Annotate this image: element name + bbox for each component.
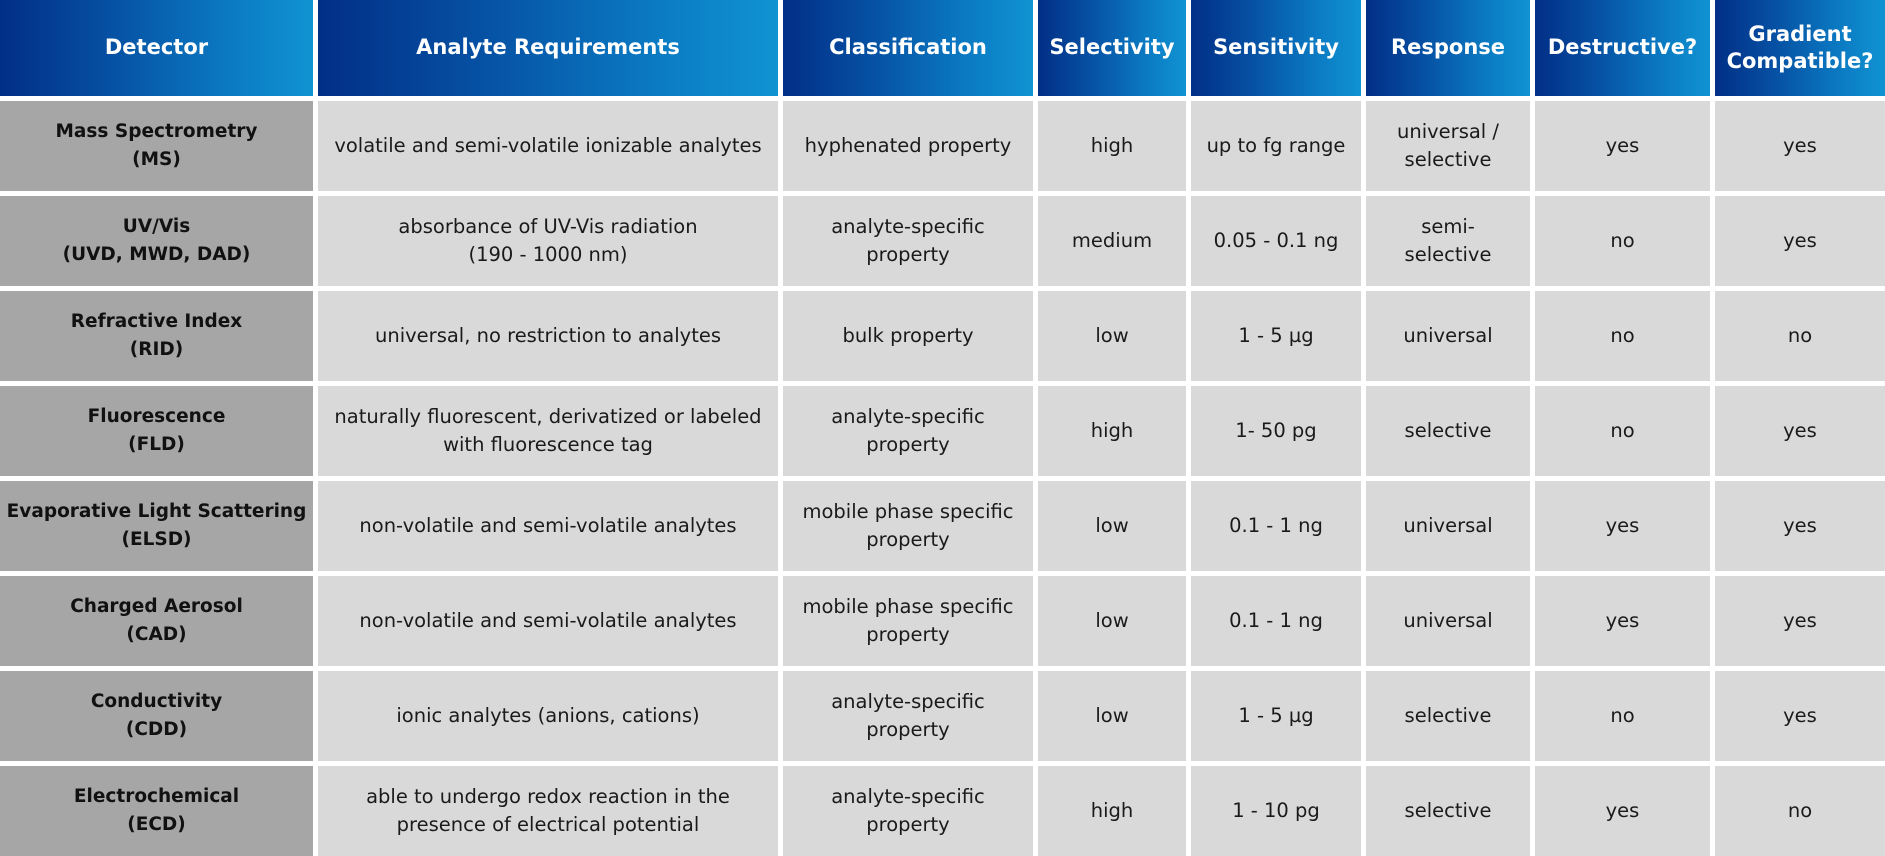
- analyte-requirements-cell: absorbance of UV-Vis radiation (190 - 10…: [318, 196, 778, 286]
- analyte-requirements-cell: universal, no restriction to analytes: [318, 291, 778, 381]
- selectivity-cell: high: [1038, 766, 1186, 856]
- selectivity-cell: low: [1038, 671, 1186, 761]
- detector-name: Conductivity: [90, 691, 223, 713]
- gradient-compatible-cell: no: [1715, 766, 1885, 856]
- selectivity-cell: high: [1038, 386, 1186, 476]
- destructive-cell: yes: [1535, 481, 1710, 571]
- detector-cell-ecd: Electrochemical (ECD): [0, 766, 313, 856]
- analyte-requirements-cell: non-volatile and semi-volatile analytes: [318, 576, 778, 666]
- detector-name: Fluorescence: [87, 406, 226, 428]
- detector-abbr: (CDD): [125, 719, 188, 740]
- gradient-compatible-cell: yes: [1715, 101, 1885, 191]
- classification-cell: bulk property: [783, 291, 1033, 381]
- selectivity-cell: high: [1038, 101, 1186, 191]
- destructive-cell: no: [1535, 196, 1710, 286]
- gradient-compatible-cell: no: [1715, 291, 1885, 381]
- classification-cell: analyte-specific property: [783, 766, 1033, 856]
- gradient-compatible-cell: yes: [1715, 386, 1885, 476]
- detector-abbr: (ECD): [127, 814, 186, 835]
- header-analyte-requirements: Analyte Requirements: [318, 0, 778, 96]
- selectivity-cell: low: [1038, 576, 1186, 666]
- response-cell: selective: [1366, 671, 1530, 761]
- destructive-cell: yes: [1535, 576, 1710, 666]
- detector-cell-elsd: Evaporative Light Scattering (ELSD): [0, 481, 313, 571]
- detector-name: Charged Aerosol: [70, 596, 243, 618]
- response-cell: universal: [1366, 481, 1530, 571]
- header-classification: Classification: [783, 0, 1033, 96]
- detector-name: Evaporative Light Scattering: [6, 501, 307, 523]
- sensitivity-cell: up to fg range: [1191, 101, 1361, 191]
- header-response: Response: [1366, 0, 1530, 96]
- sensitivity-cell: 1 - 10 pg: [1191, 766, 1361, 856]
- sensitivity-cell: 0.05 - 0.1 ng: [1191, 196, 1361, 286]
- analyte-requirements-cell: naturally fluorescent, derivatized or la…: [318, 386, 778, 476]
- header-destructive: Destructive?: [1535, 0, 1710, 96]
- detector-abbr: (MS): [132, 149, 181, 170]
- classification-cell: hyphenated property: [783, 101, 1033, 191]
- detector-abbr: (FLD): [128, 434, 185, 455]
- response-cell: universal: [1366, 576, 1530, 666]
- classification-cell: mobile phase specific property: [783, 576, 1033, 666]
- destructive-cell: yes: [1535, 101, 1710, 191]
- classification-cell: analyte-specific property: [783, 196, 1033, 286]
- sensitivity-cell: 0.1 - 1 ng: [1191, 576, 1361, 666]
- detector-name: Mass Spectrometry: [55, 121, 258, 143]
- header-detector: Detector: [0, 0, 313, 96]
- gradient-compatible-cell: yes: [1715, 671, 1885, 761]
- detector-cell-fld: Fluorescence (FLD): [0, 386, 313, 476]
- detector-abbr: (CAD): [126, 624, 187, 645]
- destructive-cell: no: [1535, 386, 1710, 476]
- classification-cell: analyte-specific property: [783, 671, 1033, 761]
- gradient-compatible-cell: yes: [1715, 576, 1885, 666]
- header-selectivity: Selectivity: [1038, 0, 1186, 96]
- detector-name: Electrochemical: [73, 786, 240, 808]
- selectivity-cell: low: [1038, 291, 1186, 381]
- analyte-requirements-cell: able to undergo redox reaction in the pr…: [318, 766, 778, 856]
- sensitivity-cell: 1- 50 pg: [1191, 386, 1361, 476]
- analyte-requirements-cell: volatile and semi-volatile ionizable ana…: [318, 101, 778, 191]
- detector-abbr: (RID): [129, 339, 184, 360]
- detector-abbr: (ELSD): [121, 529, 192, 550]
- analyte-requirements-cell: ionic analytes (anions, cations): [318, 671, 778, 761]
- detector-cell-cdd: Conductivity (CDD): [0, 671, 313, 761]
- sensitivity-cell: 1 - 5 µg: [1191, 291, 1361, 381]
- destructive-cell: no: [1535, 671, 1710, 761]
- detector-cell-rid: Refractive Index (RID): [0, 291, 313, 381]
- detector-abbr: (UVD, MWD, DAD): [62, 244, 251, 265]
- response-cell: universal: [1366, 291, 1530, 381]
- detector-name: Refractive Index: [70, 311, 243, 333]
- destructive-cell: yes: [1535, 766, 1710, 856]
- destructive-cell: no: [1535, 291, 1710, 381]
- header-gradient-compatible: Gradient Compatible?: [1715, 0, 1885, 96]
- detector-name: UV/Vis: [122, 216, 191, 238]
- response-cell: selective: [1366, 766, 1530, 856]
- response-cell: semi- selective: [1366, 196, 1530, 286]
- response-cell: universal / selective: [1366, 101, 1530, 191]
- sensitivity-cell: 0.1 - 1 ng: [1191, 481, 1361, 571]
- sensitivity-cell: 1 - 5 µg: [1191, 671, 1361, 761]
- detector-cell-uvvis: UV/Vis (UVD, MWD, DAD): [0, 196, 313, 286]
- header-sensitivity: Sensitivity: [1191, 0, 1361, 96]
- selectivity-cell: medium: [1038, 196, 1186, 286]
- selectivity-cell: low: [1038, 481, 1186, 571]
- response-cell: selective: [1366, 386, 1530, 476]
- detector-cell-cad: Charged Aerosol (CAD): [0, 576, 313, 666]
- classification-cell: mobile phase specific property: [783, 481, 1033, 571]
- gradient-compatible-cell: yes: [1715, 196, 1885, 286]
- detector-cell-ms: Mass Spectrometry (MS): [0, 101, 313, 191]
- gradient-compatible-cell: yes: [1715, 481, 1885, 571]
- classification-cell: analyte-specific property: [783, 386, 1033, 476]
- analyte-requirements-cell: non-volatile and semi-volatile analytes: [318, 481, 778, 571]
